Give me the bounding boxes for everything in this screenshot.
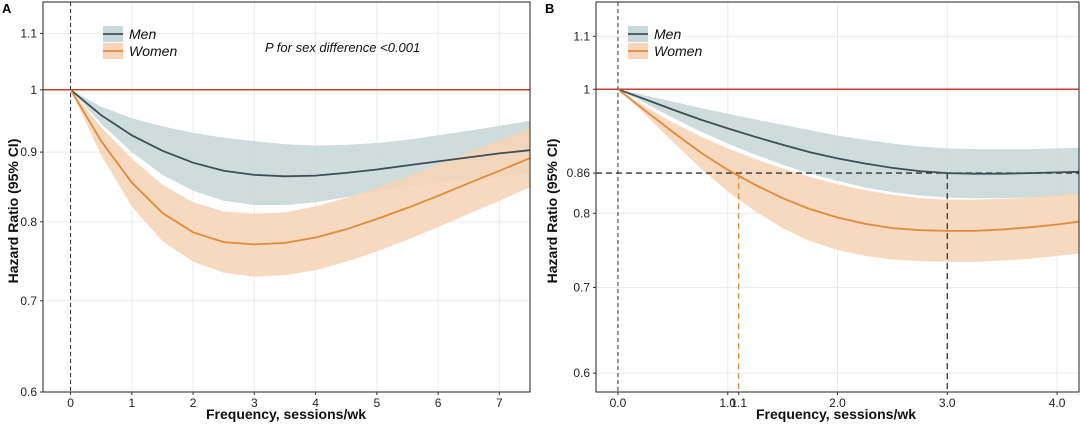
panel-a-frame <box>42 1 531 393</box>
x-tick-label: 4 <box>312 396 319 410</box>
panel-b-x-axis-title: Frequency, sessions/wk <box>756 406 916 422</box>
legend-men-label: Men <box>654 26 681 42</box>
x-tick-label: 1 <box>128 396 135 410</box>
legend-men-label: Men <box>129 26 156 42</box>
panel-b-y-axis-title: Hazard Ratio (95% CI) <box>544 139 560 284</box>
legend-women-label: Women <box>654 43 702 59</box>
y-tick-label: 0.8 <box>573 206 590 220</box>
women-hr-line <box>617 88 1080 232</box>
x-tick-label: 6 <box>435 396 442 410</box>
x-tick-label: 5 <box>374 396 381 410</box>
panel-a-x-axis-title: Frequency, sessions/wk <box>206 406 366 422</box>
y-tick-label: 0.7 <box>573 280 590 294</box>
x-tick-label: 3.0 <box>939 396 956 410</box>
x-tick-label: 0 <box>67 396 74 410</box>
x-tick-label: 3 <box>251 396 258 410</box>
panel-b-y-ticks: 0.6 0.7 0.8 0.86 1 1.1 <box>567 29 596 380</box>
panel-a-y-axis-title: Hazard Ratio (95% CI) <box>5 139 21 284</box>
x-tick-label: 0.0 <box>610 396 627 410</box>
panel-a-letter: A <box>2 1 12 16</box>
panel-b-bands <box>618 89 1079 262</box>
panel-b-x-ticks: 0.0 1.01.1 2.0 3.0 4.0 <box>610 392 1066 410</box>
x-tick-label: 4.0 <box>1049 396 1066 410</box>
y-tick-label: 0.6 <box>573 366 590 380</box>
panel-b-legend: Men Women <box>628 26 702 59</box>
x-tick-label: 1.0 <box>719 396 736 410</box>
panel-b-letter: B <box>545 1 554 16</box>
women-ci-band <box>618 89 1079 262</box>
x-tick-label: 2.0 <box>829 396 846 410</box>
men-ci-band <box>618 89 1079 199</box>
y-tick-label: 0.8 <box>20 215 37 229</box>
panel-a: A 0 1 2 3 4 5 6 7 0.6 0.7 0.8 0.9 1 1.1 Frequency, s… <box>2 1 531 422</box>
x-tick-label: 2 <box>190 396 197 410</box>
y-tick-label: 0.7 <box>20 294 37 308</box>
y-tick-label: 1 <box>30 83 37 97</box>
panel-a-legend: Men Women <box>103 26 177 59</box>
y-tick-label: 0.9 <box>20 145 37 159</box>
women-hr-line <box>69 89 531 246</box>
x-tick-label: 7 <box>496 396 503 410</box>
y-tick-label: 1.1 <box>573 29 590 43</box>
y-tick-label: 0.6 <box>20 385 37 399</box>
panel-a-lines <box>69 89 531 246</box>
x-tick-label: 1.1 <box>730 396 747 410</box>
panel-a-reference-lines <box>43 2 530 392</box>
panel-b-lines <box>617 88 1080 232</box>
panel-a-x-ticks: 0 1 2 3 4 5 6 7 <box>67 392 503 410</box>
men-hr-line <box>617 88 1080 175</box>
panel-a-bands <box>70 89 530 277</box>
legend-women-label: Women <box>129 43 177 59</box>
men-hr-line <box>70 89 531 178</box>
women-ci-band <box>70 89 530 277</box>
p-value-annotation: P for sex difference <0.001 <box>265 40 420 55</box>
y-tick-label: 1 <box>583 82 590 96</box>
y-tick-label: 1.1 <box>20 26 37 40</box>
panel-a-y-ticks: 0.6 0.7 0.8 0.9 1 1.1 <box>20 26 43 399</box>
y-tick-label: 0.86 <box>567 166 591 180</box>
